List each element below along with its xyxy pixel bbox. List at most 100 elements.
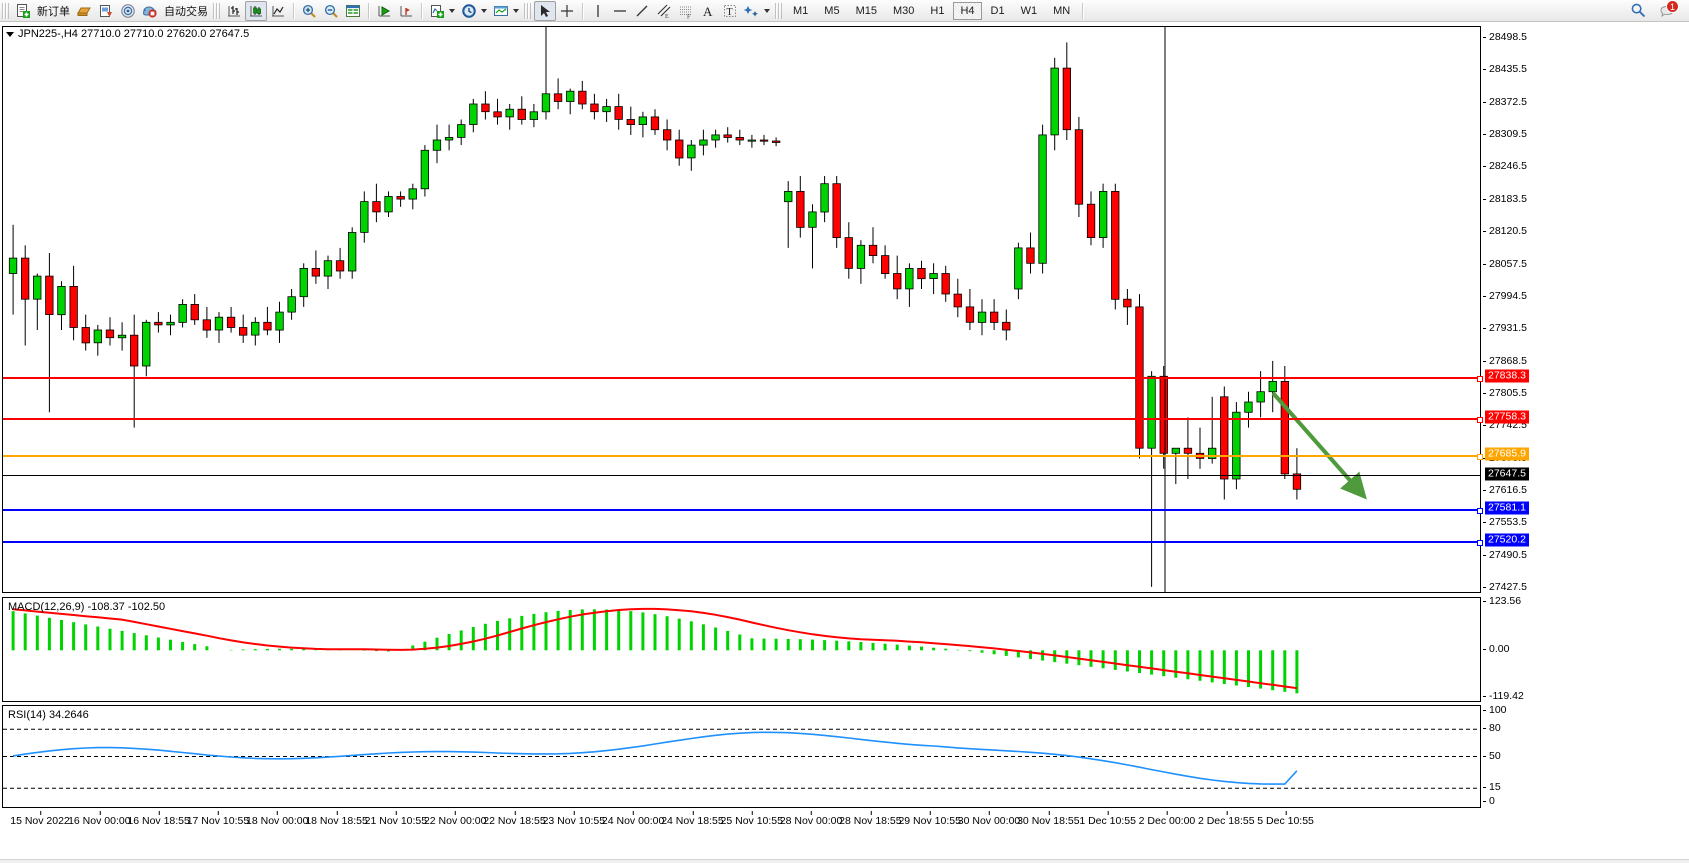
price-label-pivot[interactable]: 27685.9: [1485, 447, 1529, 461]
price-label-support-1[interactable]: 27581.1: [1485, 501, 1529, 515]
search-icon[interactable]: [1627, 1, 1650, 21]
timeframe-m30[interactable]: M30: [892, 4, 915, 17]
add-indicator-icon[interactable]: [426, 1, 448, 21]
period-dropdown-icon[interactable]: [481, 8, 487, 13]
add-indicator-dropdown-icon[interactable]: [449, 8, 455, 13]
price-line-handle[interactable]: [1477, 454, 1483, 461]
timeframe-d1[interactable]: D1: [990, 4, 1005, 17]
chart-area[interactable]: JPN225-,H4 27710.0 27710.0 27620.0 27647…: [0, 22, 1689, 863]
equidistant-channel-icon[interactable]: E: [653, 1, 675, 21]
text-icon[interactable]: T: [719, 1, 741, 21]
rsi-tick: 80: [1483, 722, 1501, 734]
toolbar-grip-4[interactable]: [775, 2, 782, 19]
auto-trading-icon[interactable]: [139, 1, 161, 21]
price-line-resistance-2[interactable]: [3, 376, 1483, 383]
text-label-icon[interactable]: A: [697, 1, 719, 21]
candlestick-plot: [8, 27, 1302, 587]
toolbar-separator-2: [368, 2, 369, 19]
toolbar-grip-3[interactable]: [524, 2, 531, 19]
time-tick: 23 Nov 10:55: [542, 811, 606, 827]
price-line-last-price[interactable]: [3, 475, 1480, 477]
vertical-line-icon[interactable]: [587, 1, 609, 21]
toolbar-grip[interactable]: [2, 2, 9, 19]
time-tick: 22 Nov 18:55: [483, 811, 546, 827]
price-line-handle[interactable]: [1477, 508, 1483, 515]
timeframe-m5[interactable]: M5: [824, 4, 840, 17]
templates-dropdown-icon[interactable]: [513, 8, 519, 13]
price-label-resistance-2[interactable]: 27838.3: [1485, 369, 1529, 383]
data-window-icon[interactable]: [342, 1, 364, 21]
time-tick: 28 Nov 18:55: [839, 811, 902, 827]
price-label-last-price[interactable]: 27647.5: [1485, 467, 1529, 481]
timeframe-m1[interactable]: M1: [793, 4, 809, 17]
notifications-icon[interactable]: 1: [1656, 0, 1679, 21]
auto-trading-label[interactable]: 自动交易: [164, 5, 208, 18]
time-tick: 30 Nov 18:55: [1017, 811, 1080, 827]
timeframe-w1[interactable]: W1: [1020, 4, 1038, 17]
bar-chart-icon[interactable]: [223, 1, 245, 21]
price-tick: 28372.5: [1483, 96, 1527, 108]
main-toolbar: 新订单 自动交易: [0, 0, 1689, 22]
zoom-in-icon[interactable]: [298, 1, 320, 21]
trendline-icon[interactable]: [631, 1, 653, 21]
price-label-support-2[interactable]: 27520.2: [1485, 533, 1529, 547]
fibonacci-icon[interactable]: F: [675, 1, 697, 21]
svg-text:A: A: [703, 4, 713, 19]
price-tick: 28057.5: [1483, 258, 1527, 270]
new-order-icon[interactable]: [12, 1, 34, 21]
zoom-out-icon[interactable]: [320, 1, 342, 21]
time-tick: 16 Nov 18:55: [127, 811, 190, 827]
candlestick-chart-icon[interactable]: [245, 0, 267, 21]
time-tick: 28 Nov 00:00: [779, 811, 843, 827]
horizontal-line-icon[interactable]: [609, 1, 631, 21]
timeframe-m15[interactable]: M15: [855, 4, 877, 17]
time-tick: 24 Nov 18:55: [661, 811, 724, 827]
time-tick: 18 Nov 00:00: [246, 811, 309, 827]
timeframe-h4[interactable]: H4: [953, 1, 982, 20]
new-order-label[interactable]: 新订单: [37, 5, 70, 18]
rsi-plot: [3, 728, 1480, 789]
down-arrow-annotation[interactable]: [3, 27, 1480, 592]
time-axis[interactable]: 15 Nov 2022 16 Nov 00:00 16 Nov 18:55 17 No…: [2, 811, 1481, 834]
signals-icon[interactable]: [117, 1, 139, 21]
price-line-support-2[interactable]: [3, 539, 1483, 546]
price-line-handle[interactable]: [1477, 376, 1483, 383]
period-icon[interactable]: [458, 1, 480, 21]
line-chart-icon[interactable]: [267, 1, 289, 21]
price-tick: 27868.5: [1483, 355, 1527, 367]
templates-icon[interactable]: [490, 1, 512, 21]
price-scale[interactable]: 27838.3 27758.3 27685.9 27647.5 27581.1 27520…: [1483, 26, 1689, 593]
svg-text:T: T: [727, 7, 733, 18]
timeframe-h1[interactable]: H1: [930, 4, 945, 17]
time-tick: 22 Nov 00:00: [423, 811, 487, 827]
price-line-handle[interactable]: [1477, 539, 1483, 546]
toolbar-grip-2[interactable]: [213, 2, 220, 19]
crosshair-icon[interactable]: [556, 1, 578, 21]
auto-scroll-icon[interactable]: [373, 1, 395, 21]
price-tick: 27427.5: [1483, 581, 1527, 593]
price-line-handle[interactable]: [1477, 417, 1483, 424]
chart-shift-icon[interactable]: [395, 1, 417, 21]
price-line-support-1[interactable]: [3, 508, 1483, 515]
macd-pane[interactable]: MACD(12,26,9) -108.37 -102.50: [2, 597, 1481, 702]
chart-symbol-ohlc-text: JPN225-,H4 27710.0 27710.0 27620.0 27647…: [18, 28, 250, 40]
time-tick: 21 Nov 10:55: [364, 811, 428, 827]
gold-bar-icon[interactable]: [73, 1, 95, 21]
price-tick: 28120.5: [1483, 225, 1527, 237]
open-data-icon[interactable]: [95, 1, 117, 21]
chart-menu-caret-icon[interactable]: [6, 31, 14, 37]
cursor-icon[interactable]: [534, 0, 556, 21]
svg-text:E: E: [665, 14, 669, 19]
price-line-pivot[interactable]: [3, 454, 1483, 461]
shapes-icon[interactable]: [741, 1, 763, 21]
macd-plot: [11, 607, 1299, 694]
rsi-pane[interactable]: RSI(14) 34.2646: [2, 705, 1481, 808]
price-label-resistance-1[interactable]: 27758.3: [1485, 410, 1529, 424]
time-tick: 25 Nov 10:55: [720, 811, 783, 827]
shapes-dropdown-icon[interactable]: [764, 8, 770, 13]
price-line-resistance-1[interactable]: [3, 417, 1483, 424]
timeframe-mn[interactable]: MN: [1053, 4, 1071, 17]
price-tick: 27931.5: [1483, 322, 1527, 334]
price-pane[interactable]: [2, 26, 1483, 593]
time-tick: 2 Dec 18:55: [1197, 811, 1255, 827]
